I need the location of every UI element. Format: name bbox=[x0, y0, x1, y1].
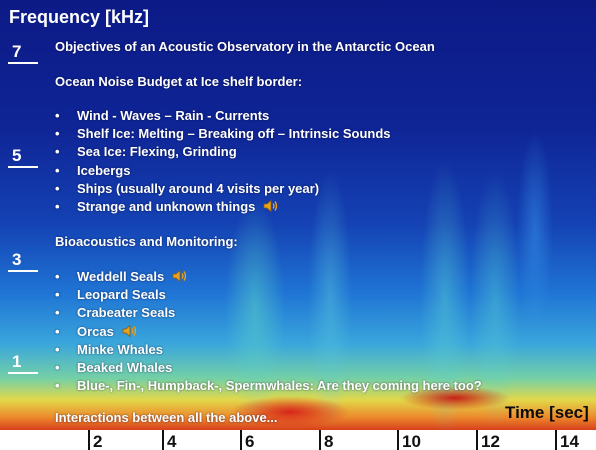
list-item: • Crabeater Seals bbox=[55, 304, 482, 322]
bullet-glyph: • bbox=[55, 198, 60, 214]
bullet-glyph: • bbox=[55, 180, 60, 196]
speaker-sound-icon[interactable] bbox=[122, 324, 138, 338]
list-item-text: Beaked Whales bbox=[77, 359, 173, 375]
list-item: • Sea Ice: Flexing, Grinding bbox=[55, 143, 391, 161]
list-item: • Shelf Ice: Melting – Breaking off – Int… bbox=[55, 125, 391, 143]
list-item-text: Shelf Ice: Melting – Breaking off – Intr… bbox=[77, 126, 391, 142]
x-tick-mark-2 bbox=[88, 430, 90, 450]
x-tick-mark-12 bbox=[476, 430, 478, 450]
y-tick-mark-1 bbox=[8, 372, 38, 374]
bullet-glyph: • bbox=[55, 144, 60, 160]
y-tick-label-5: 5 bbox=[12, 146, 22, 165]
list-item-text: Sea Ice: Flexing, Grinding bbox=[77, 144, 237, 160]
list-item: • Beaked Whales bbox=[55, 359, 482, 377]
list-item-text: Wind - Waves – Rain - Currents bbox=[77, 108, 270, 123]
speaker-sound-icon[interactable] bbox=[263, 199, 279, 213]
list-item-text: Leopard Seals bbox=[77, 287, 166, 303]
bullet-glyph: • bbox=[55, 305, 60, 321]
bullet-glyph: • bbox=[55, 378, 60, 394]
bullet-glyph: • bbox=[55, 269, 60, 284]
x-tick-mark-6 bbox=[240, 430, 242, 450]
y-tick-label-3: 3 bbox=[12, 250, 22, 269]
bullet-glyph: • bbox=[55, 108, 60, 123]
x-tick-label-8: 8 bbox=[324, 432, 334, 450]
bioacoustics-heading: Bioacoustics and Monitoring: bbox=[55, 234, 238, 249]
bullet-glyph: • bbox=[55, 287, 60, 303]
speaker-sound-icon[interactable] bbox=[172, 269, 188, 283]
x-tick-mark-14 bbox=[555, 430, 557, 450]
list-item: • Wind - Waves – Rain - Currents bbox=[55, 107, 391, 125]
x-axis-bar bbox=[0, 430, 596, 450]
list-item: • Strange and unknown things bbox=[55, 198, 391, 216]
y-tick-label-1: 1 bbox=[12, 352, 22, 371]
footer-text: Interactions between all the above... bbox=[55, 410, 278, 425]
spectrogram-background bbox=[0, 0, 596, 430]
y-axis-title: Frequency [kHz] bbox=[9, 7, 150, 27]
x-tick-mark-4 bbox=[162, 430, 164, 450]
bullet-glyph: • bbox=[55, 126, 60, 142]
slide-heading: Objectives of an Acoustic Observatory in… bbox=[55, 39, 435, 54]
x-tick-mark-8 bbox=[319, 430, 321, 450]
y-tick-mark-3 bbox=[8, 270, 38, 272]
x-tick-mark-10 bbox=[397, 430, 399, 450]
list-item: • Weddell Seals bbox=[55, 268, 482, 286]
list-item-text: Icebergs bbox=[77, 162, 131, 178]
list-item: • Icebergs bbox=[55, 162, 391, 180]
bullet-glyph: • bbox=[55, 162, 60, 178]
list-item: • Ships (usually around 4 visits per year… bbox=[55, 180, 391, 198]
bullet-glyph: • bbox=[55, 359, 60, 375]
list-item-text: Orcas bbox=[77, 323, 114, 339]
bullet-glyph: • bbox=[55, 323, 60, 339]
noise-budget-list: • Wind - Waves – Rain - Currents • Shelf I… bbox=[55, 107, 391, 216]
list-item-text: Strange and unknown things bbox=[77, 198, 256, 214]
y-tick-mark-5 bbox=[8, 166, 38, 168]
list-item: • Leopard Seals bbox=[55, 286, 482, 304]
list-item-text: Weddell Seals bbox=[77, 269, 165, 284]
x-tick-label-4: 4 bbox=[167, 432, 177, 450]
list-item-text: Crabeater Seals bbox=[77, 305, 176, 321]
x-tick-label-14: 14 bbox=[560, 432, 579, 450]
y-tick-label-7: 7 bbox=[12, 42, 22, 61]
x-tick-label-6: 6 bbox=[245, 432, 255, 450]
list-item: • Minke Whales bbox=[55, 341, 482, 359]
x-tick-label-10: 10 bbox=[402, 432, 421, 450]
y-tick-mark-7 bbox=[8, 62, 38, 64]
bioacoustics-list: • Weddell Seals • Leopard Seals • Crabeater… bbox=[55, 268, 482, 395]
bullet-glyph: • bbox=[55, 341, 60, 357]
x-axis-title: Time [sec] bbox=[505, 403, 589, 422]
list-item-text: Ships (usually around 4 visits per year) bbox=[77, 180, 320, 196]
x-tick-label-2: 2 bbox=[93, 432, 103, 450]
list-item: • Orcas bbox=[55, 323, 482, 341]
noise-budget-heading: Ocean Noise Budget at Ice shelf border: bbox=[55, 74, 303, 89]
x-tick-label-12: 12 bbox=[481, 432, 500, 450]
list-item-text: Minke Whales bbox=[77, 341, 163, 357]
list-item-text: Blue-, Fin-, Humpback-, Spermwhales: Are… bbox=[77, 378, 482, 394]
list-item: • Blue-, Fin-, Humpback-, Spermwhales: Ar… bbox=[55, 377, 482, 395]
